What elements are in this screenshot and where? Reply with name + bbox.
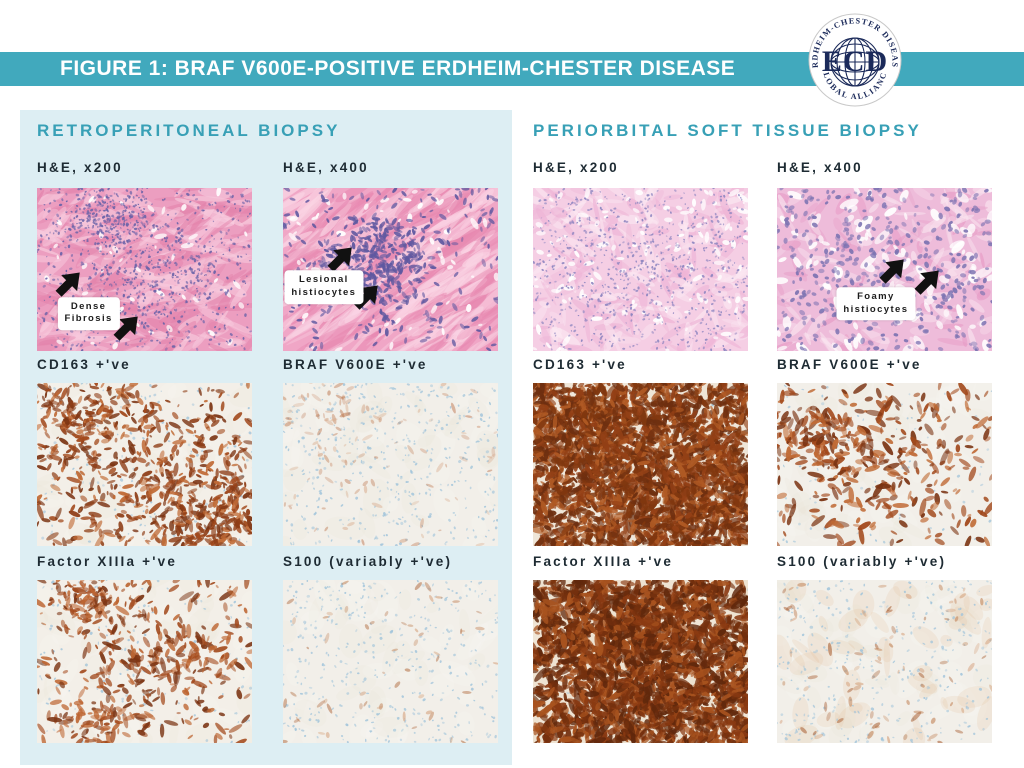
micrograph-image — [37, 580, 252, 743]
micrograph-image — [777, 188, 992, 351]
stain-label-periorbital-ihc_s100_right: S100 (variably +'ve) — [777, 554, 947, 569]
micrograph-periorbital-he_foamy: Foamy histiocytes — [777, 188, 992, 351]
annotation-arrow-icon — [910, 263, 946, 299]
annotation-arrow-icon — [875, 252, 911, 288]
micrograph-image — [777, 580, 992, 743]
micrograph-retroperitoneal-ihc_f13a_left — [37, 580, 252, 743]
stain-label-retroperitoneal-ihc_s100_left: S100 (variably +'ve) — [283, 554, 453, 569]
stain-label-retroperitoneal-he_fibrosis: H&E, x200 — [37, 160, 123, 175]
micrograph-image — [37, 383, 252, 546]
section-title-retroperitoneal: RETROPERITONEAL BIOPSY — [37, 121, 341, 140]
micrograph-retroperitoneal-ihc_braf_left — [283, 383, 498, 546]
annotation-arrow-icon — [323, 240, 359, 276]
annotation-label-lesional-histiocytes: Lesional histiocytes — [284, 270, 364, 305]
micrograph-retroperitoneal-he_fibrosis: Dense Fibrosis — [37, 188, 252, 351]
micrograph-image — [533, 383, 748, 546]
logo-svg: ECD ERDHEIM-CHESTER DISEASE GLOBAL ALLIA… — [804, 6, 902, 107]
micrograph-image — [777, 383, 992, 546]
annotation-line: Dense — [70, 300, 107, 312]
micrograph-image — [533, 188, 748, 351]
micrograph-periorbital-ihc_s100_right — [777, 580, 992, 743]
micrograph-retroperitoneal-ihc_s100_left — [283, 580, 498, 743]
figure-title: FIGURE 1: BRAF V600E-POSITIVE ERDHEIM-CH… — [60, 57, 736, 80]
micrograph-image — [533, 580, 748, 743]
micrograph-periorbital-he_pale — [533, 188, 748, 351]
annotation-line: Foamy — [857, 290, 895, 302]
micrograph-retroperitoneal-he_lesional: Lesional histiocytes — [283, 188, 498, 351]
stain-label-retroperitoneal-ihc_cd163_left: CD163 +'ve — [37, 357, 131, 372]
micrograph-image — [283, 580, 498, 743]
stain-label-retroperitoneal-ihc_f13a_left: Factor XIIIa +'ve — [37, 554, 178, 569]
micrograph-periorbital-ihc_cd163_right — [533, 383, 748, 546]
annotation-label-foamy-histiocytes: Foamy histiocytes — [836, 286, 916, 321]
section-title-periorbital: PERIORBITAL SOFT TISSUE BIOPSY — [533, 121, 922, 140]
globe-icon — [830, 37, 880, 87]
stain-label-retroperitoneal-he_lesional: H&E, x400 — [283, 160, 369, 175]
annotation-arrow-icon — [51, 265, 87, 301]
stain-label-periorbital-ihc_cd163_right: CD163 +'ve — [533, 357, 627, 372]
annotation-line: histiocytes — [291, 287, 357, 299]
stain-label-periorbital-he_pale: H&E, x200 — [533, 160, 619, 175]
annotation-arrow-icon — [109, 309, 145, 345]
micrograph-periorbital-ihc_braf_right — [777, 383, 992, 546]
stain-label-periorbital-ihc_braf_right: BRAF V600E +'ve — [777, 357, 922, 372]
stain-label-periorbital-ihc_f13a_right: Factor XIIIa +'ve — [533, 554, 674, 569]
stain-label-retroperitoneal-ihc_braf_left: BRAF V600E +'ve — [283, 357, 428, 372]
stain-label-periorbital-he_foamy: H&E, x400 — [777, 160, 863, 175]
annotation-line: Fibrosis — [64, 313, 113, 325]
micrograph-image — [283, 188, 498, 351]
logo-monogram: ECD — [822, 45, 888, 78]
micrograph-image — [283, 383, 498, 546]
micrograph-retroperitoneal-ihc_cd163_left — [37, 383, 252, 546]
ecd-global-alliance-logo: ECD ERDHEIM-CHESTER DISEASE GLOBAL ALLIA… — [804, 6, 902, 107]
micrograph-periorbital-ihc_f13a_right — [533, 580, 748, 743]
annotation-line: histiocytes — [843, 303, 909, 315]
annotation-label-dense-fibrosis: Dense Fibrosis — [57, 296, 120, 331]
annotation-line: Lesional — [298, 274, 349, 286]
